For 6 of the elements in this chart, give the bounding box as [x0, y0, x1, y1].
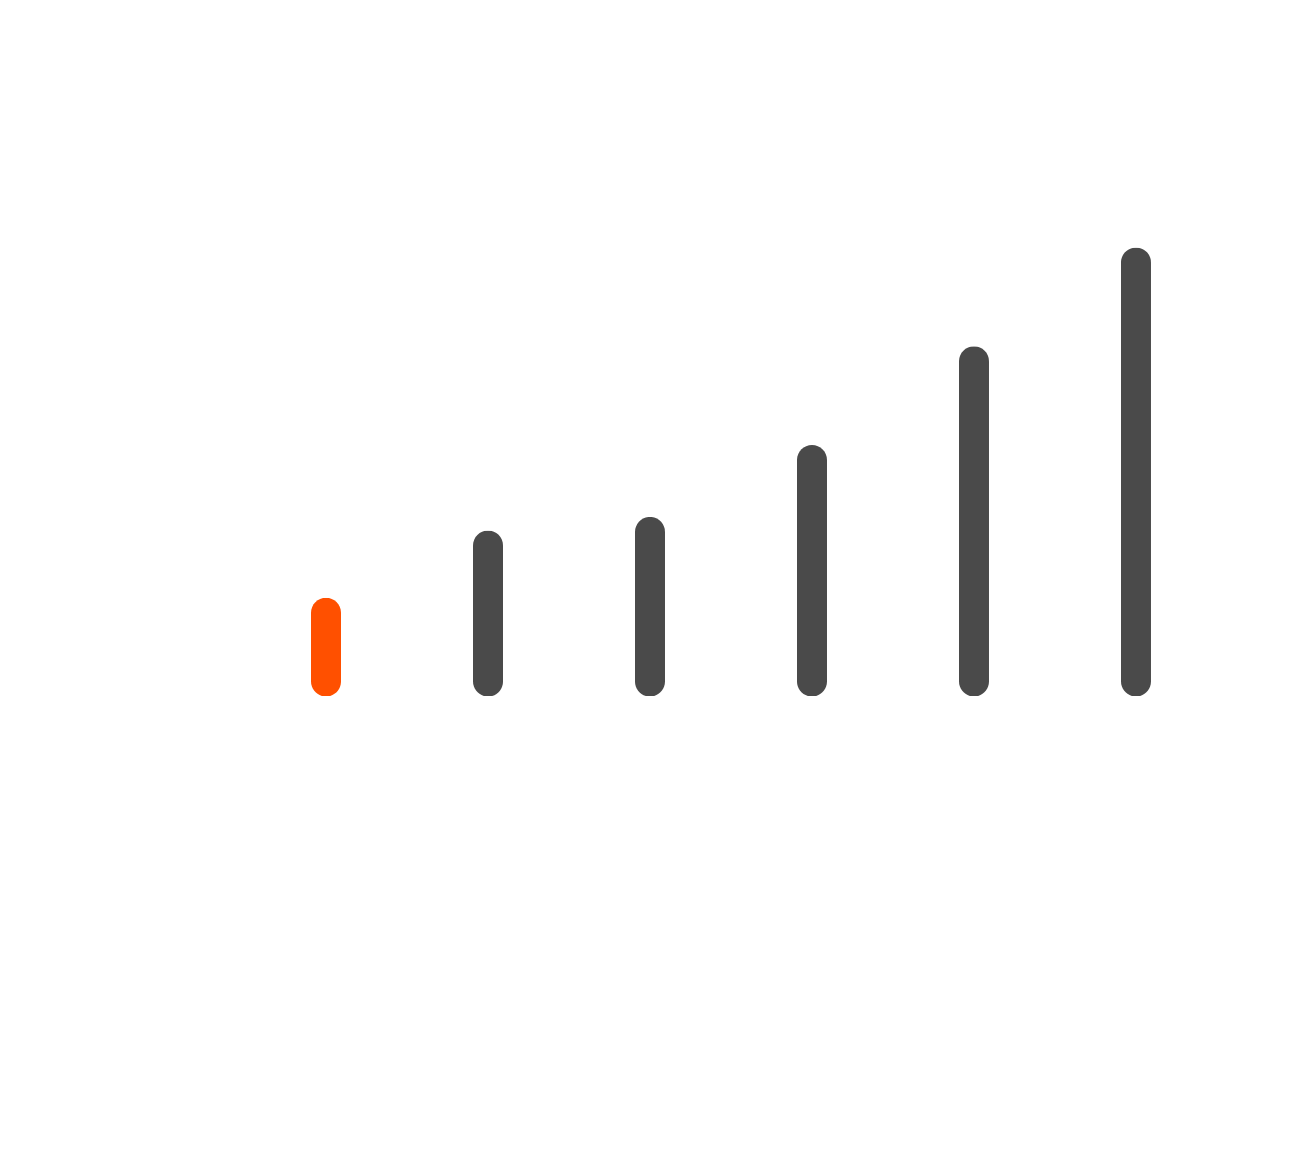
bar: [311, 597, 341, 697]
bar: [635, 516, 665, 697]
bar: [959, 346, 989, 697]
bar: [473, 530, 503, 697]
bar: [797, 445, 827, 697]
bar: [1121, 247, 1151, 697]
